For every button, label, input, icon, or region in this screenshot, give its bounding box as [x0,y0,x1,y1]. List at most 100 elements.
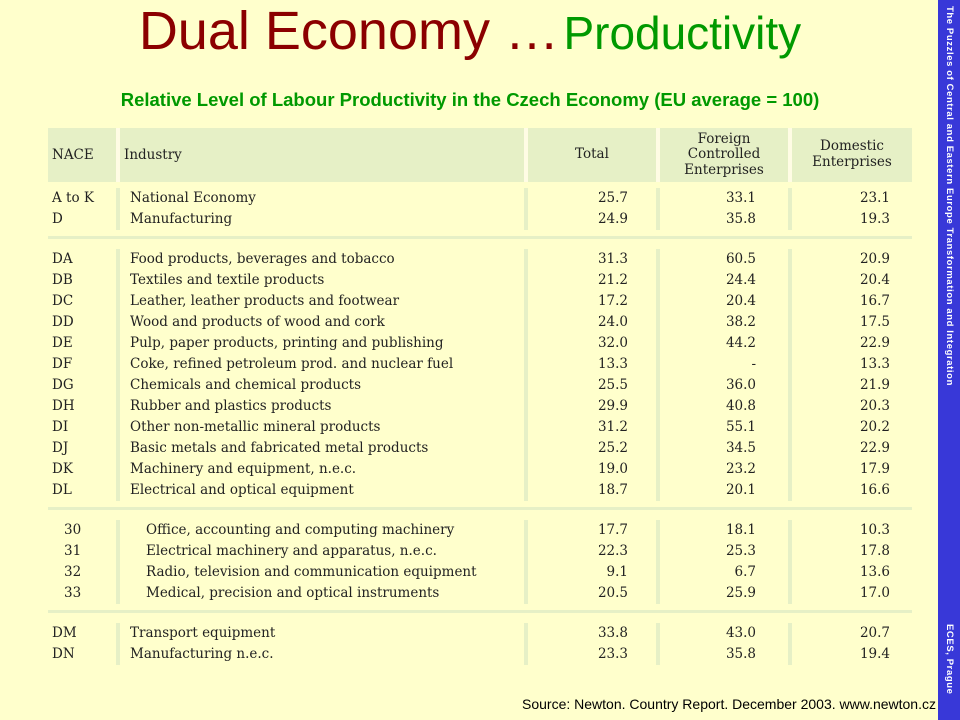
table-row: DK Machinery and equipment, n.e.c. 19.0 23.… [48,459,912,480]
cell-total: 17.7 [597,522,628,538]
cell-nace: A to K [52,190,94,206]
cell-total: 20.5 [597,585,628,601]
cell-total: 18.7 [597,482,628,498]
header-foreign-controlled: Foreign Controlled Enterprises [660,128,788,182]
cell-foreign: 23.2 [725,461,756,477]
cell-domestic: 17.9 [859,461,890,477]
source-note: Source: Newton. Country Report. December… [522,696,936,712]
cell-foreign: 24.4 [725,272,756,288]
cell-industry: Electrical and optical equipment [130,482,354,498]
cell-domestic: 20.2 [859,419,890,435]
cell-foreign: 36.0 [725,377,756,393]
cell-domestic: 16.6 [859,482,890,498]
cell-total: 13.3 [597,356,628,372]
cell-domestic: 17.8 [859,543,890,559]
cell-domestic: 17.0 [859,585,890,601]
cell-domestic: 17.5 [859,314,890,330]
cell-nace: DL [52,482,72,498]
cell-foreign: 18.1 [725,522,756,538]
cell-industry: Manufacturing n.e.c. [130,646,274,662]
cell-total: 31.3 [597,251,628,267]
cell-foreign: 38.2 [725,314,756,330]
cell-domestic: 20.7 [859,625,890,641]
cell-nace: 33 [64,585,82,601]
table-row: 31 Electrical machinery and apparatus, n.… [48,541,912,562]
table-row-group: DM Transport equipment 33.8 43.0 20.7 DN Manuf… [48,623,912,665]
productivity-table: NACE Industry Total Foreign Controlled E… [48,128,912,665]
cell-foreign: 40.8 [725,398,756,414]
cell-foreign: 60.5 [725,251,756,267]
cell-industry: Basic metals and fabricated metal produc… [130,440,429,456]
cell-industry: Coke, refined petroleum prod. and nuclea… [130,356,454,372]
table-row-group: 30 Office, accounting and computing machi… [48,520,912,604]
cell-industry: Radio, television and communication equi… [146,564,477,580]
cell-total: 17.2 [597,293,628,309]
sidebar-institution: ECES, Prague [944,624,955,695]
table-row: 33 Medical, precision and optical instrum… [48,583,912,604]
table-row: DG Chemicals and chemical products 25.5 36.… [48,375,912,396]
cell-total: 25.2 [597,440,628,456]
sidebar-course-title: The Puzzles of Central and Eastern Europ… [944,6,955,386]
cell-foreign: 20.4 [725,293,756,309]
table-row: A to K National Economy 25.7 33.1 23.1 [48,188,912,209]
cell-industry: Other non-metallic mineral products [130,419,381,435]
cell-foreign: 25.9 [725,585,756,601]
cell-industry: Transport equipment [130,625,276,641]
cell-foreign: 35.8 [725,211,756,227]
cell-total: 31.2 [597,419,628,435]
title-part1: Dual Economy … [138,1,559,61]
cell-foreign: 43.0 [725,625,756,641]
header-domestic: Domestic Enterprises [792,128,912,182]
cell-nace: DI [52,419,69,435]
cell-domestic: 13.3 [859,356,890,372]
cell-domestic: 22.9 [859,440,890,456]
cell-domestic: 21.9 [859,377,890,393]
table-row: DC Leather, leather products and footwear… [48,291,912,312]
table-row: DL Electrical and optical equipment 18.7 20… [48,480,912,501]
cell-nace: 31 [64,543,82,559]
cell-industry: Machinery and equipment, n.e.c. [130,461,357,477]
table-row: DH Rubber and plastics products 29.9 40.8 20… [48,396,912,417]
group-divider [48,507,912,510]
table-row: DE Pulp, paper products, printing and pub… [48,333,912,354]
cell-domestic: 19.4 [859,646,890,662]
cell-total: 9.1 [606,564,628,580]
cell-domestic: 16.7 [859,293,890,309]
slide-subtitle: Relative Level of Labour Productivity in… [120,89,820,110]
cell-domestic: 13.6 [859,564,890,580]
cell-domestic: 20.4 [859,272,890,288]
table-row: 32 Radio, television and communication eq… [48,562,912,583]
cell-industry: Food products, beverages and tobacco [130,251,395,267]
table-row: D Manufacturing 24.9 35.8 19.3 [48,209,912,230]
slide-title: Dual Economy … Productivity [0,4,940,58]
cell-nace: DC [52,293,74,309]
table-row: DA Food products, beverages and tobacco 31… [48,249,912,270]
cell-industry: Office, accounting and computing machine… [146,522,455,538]
cell-foreign: 44.2 [725,335,756,351]
cell-industry: Textiles and textile products [130,272,325,288]
cell-total: 23.3 [597,646,628,662]
cell-industry: Leather, leather products and footwear [130,293,400,309]
table-row: DM Transport equipment 33.8 43.0 20.7 [48,623,912,644]
sidebar-banner: The Puzzles of Central and Eastern Europ… [938,0,960,720]
table-body: A to K National Economy 25.7 33.1 23.1 D Manuf… [48,182,912,665]
cell-total: 32.0 [597,335,628,351]
cell-total: 24.0 [597,314,628,330]
cell-industry: Electrical machinery and apparatus, n.e.… [146,543,437,559]
cell-nace: DJ [52,440,69,456]
cell-industry: Pulp, paper products, printing and publi… [130,335,444,351]
cell-foreign: 55.1 [725,419,756,435]
header-fce-line1: Foreign [697,130,751,147]
header-de-line1: Domestic [820,138,884,155]
cell-domestic: 20.3 [859,398,890,414]
header-de-line2: Enterprises [812,154,892,170]
cell-nace: DM [52,625,77,641]
header-fce-line3: Enterprises [684,161,764,178]
cell-foreign: 33.1 [725,190,756,206]
cell-nace: DN [52,646,75,662]
cell-industry: Manufacturing [130,211,233,227]
table-row: 30 Office, accounting and computing machi… [48,520,912,541]
cell-total: 25.5 [597,377,628,393]
cell-foreign: - [751,356,756,372]
cell-nace: DF [52,356,73,372]
